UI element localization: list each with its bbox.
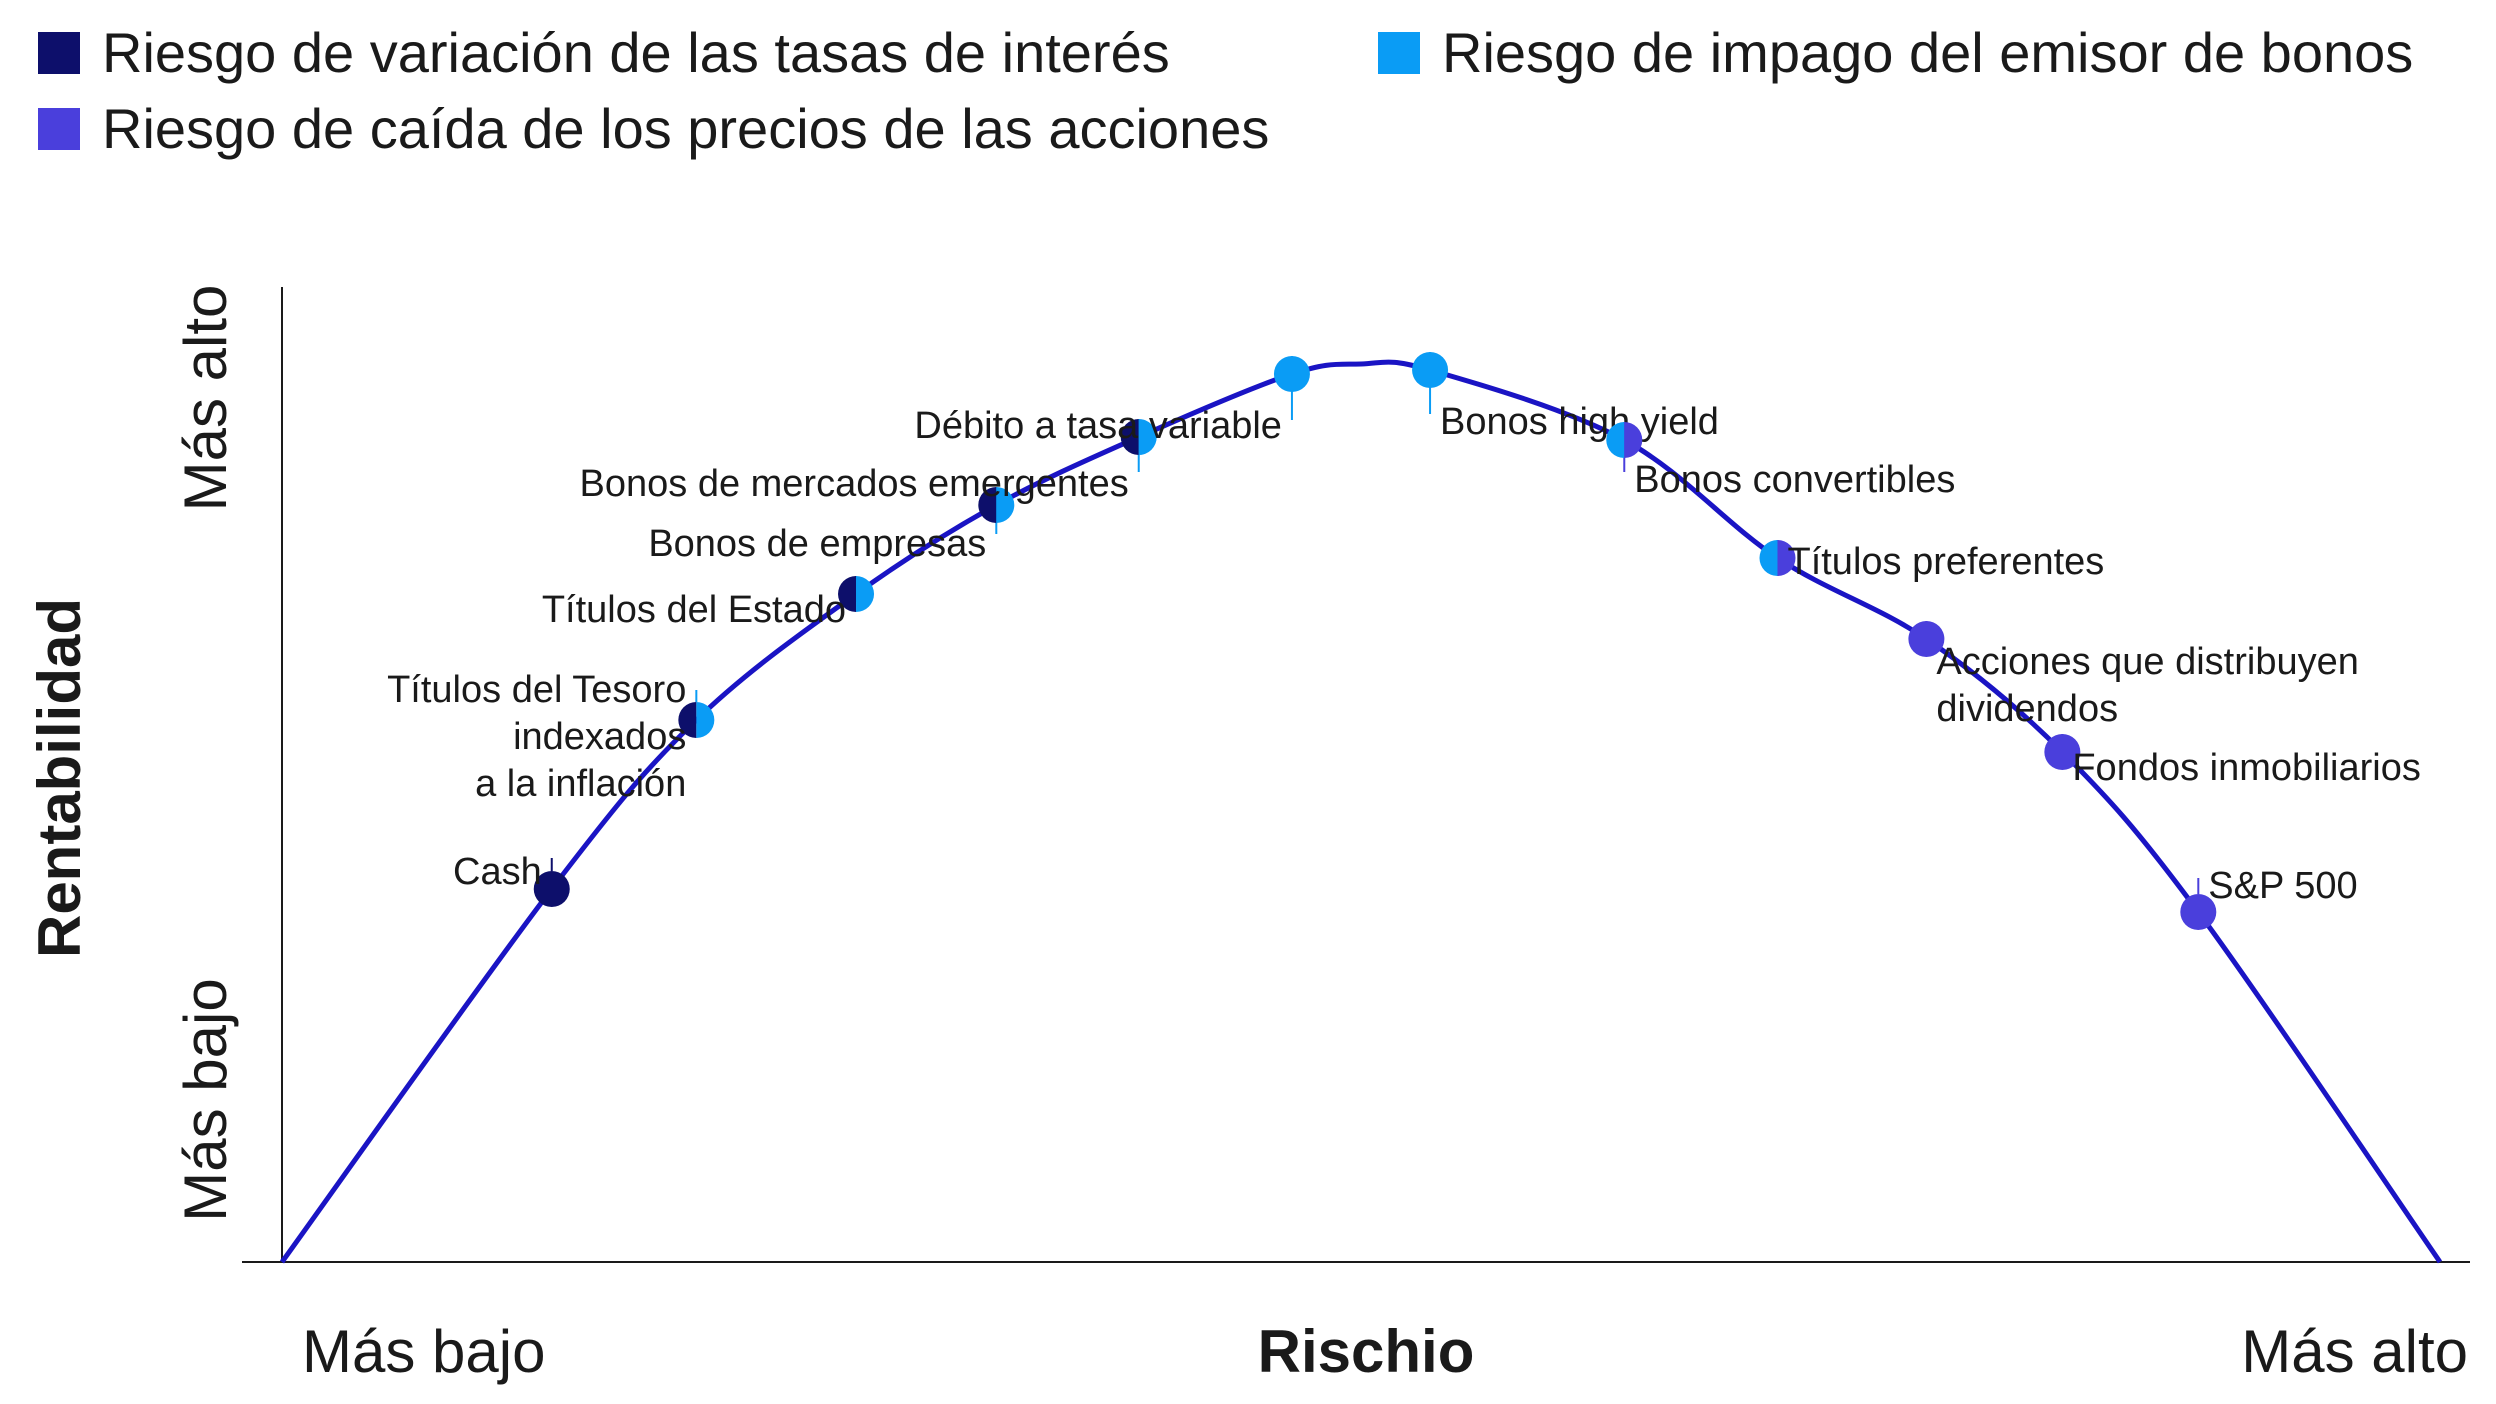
- point-marker-left: [838, 576, 857, 612]
- point-marker-left: [978, 487, 997, 523]
- point-marker: [1273, 356, 1310, 392]
- data-point: Bonos de empresas: [648, 487, 1015, 565]
- point-label: Cash: [453, 851, 542, 893]
- point-marker-left: [1606, 422, 1625, 458]
- point-marker-left: [678, 702, 697, 738]
- x-tick-high: Más alto: [2241, 1318, 2468, 1385]
- point-label: S&P 500: [2208, 865, 2357, 907]
- x-axis-title: Rischio: [1258, 1318, 1475, 1385]
- point-marker-left: [1759, 540, 1778, 576]
- legend-item-equity: Riesgo de caída de los precios de las ac…: [38, 97, 1269, 160]
- y-tick-high: Más alto: [172, 285, 239, 512]
- point-label: Bonos de mercados emergentes: [580, 463, 1129, 505]
- data-point: Títulos del Tesoro indexados a la inflació…: [387, 669, 715, 805]
- x-tick-low: Más bajo: [302, 1318, 545, 1385]
- point-label: Fondos inmobiliarios: [2072, 747, 2421, 789]
- point-marker: [2180, 894, 2217, 930]
- point-label: Títulos preferentes: [1787, 541, 2104, 583]
- legend: Riesgo de variación de las tasas de inte…: [38, 21, 2413, 160]
- point-marker-right: [696, 702, 715, 738]
- legend-label: Riesgo de variación de las tasas de inte…: [102, 21, 1170, 84]
- point-label: Títulos del Tesoro indexados a la inflació…: [387, 669, 686, 805]
- point-label: Bonos high yield: [1440, 401, 1719, 443]
- point-marker: [1908, 621, 1945, 657]
- point-marker-right: [1624, 422, 1643, 458]
- point-marker-right: [856, 576, 875, 612]
- data-point: Fondos inmobiliarios: [2044, 734, 2421, 789]
- point-label: Acciones que distribuyen dividendos: [1936, 641, 2358, 730]
- data-point: Acciones que distribuyen dividendos: [1908, 621, 2359, 730]
- point-label: Bonos de empresas: [648, 523, 986, 565]
- point-marker-right: [1138, 419, 1157, 455]
- legend-label: Riesgo de impago del emisor de bonos: [1442, 21, 2413, 84]
- data-point: Títulos del Estado: [542, 576, 875, 631]
- legend-label: Riesgo de caída de los precios de las ac…: [102, 97, 1269, 160]
- legend-swatch: [1378, 32, 1420, 74]
- data-point: Bonos de mercados emergentes: [580, 419, 1157, 505]
- point-marker: [533, 871, 570, 907]
- y-axis-title: Rentabilidad: [26, 598, 93, 958]
- point-label: Títulos del Estado: [542, 589, 846, 631]
- data-point: S&P 500: [2180, 865, 2358, 930]
- legend-item-rate: Riesgo de variación de las tasas de inte…: [38, 21, 1170, 84]
- data-point: Cash: [453, 851, 570, 907]
- data-point: Débito a tasa variable: [914, 356, 1310, 447]
- point-label: Débito a tasa variable: [914, 405, 1282, 447]
- point-marker: [2044, 734, 2081, 770]
- legend-swatch: [38, 32, 80, 74]
- data-point: Bonos high yield: [1412, 352, 1719, 443]
- point-marker-right: [996, 487, 1015, 523]
- y-tick-low: Más bajo: [172, 978, 239, 1221]
- data-points: Cash Títulos del Tesoro indexados a la infl…: [387, 352, 2421, 930]
- point-label: Bonos convertibles: [1634, 459, 1955, 501]
- data-point: Bonos convertibles: [1606, 422, 1955, 501]
- point-marker-right: [1777, 540, 1796, 576]
- legend-swatch: [38, 108, 80, 150]
- data-point: Títulos preferentes: [1759, 540, 2104, 583]
- legend-item-default: Riesgo de impago del emisor de bonos: [1378, 21, 2413, 84]
- point-marker: [1412, 352, 1449, 388]
- point-marker-left: [1120, 419, 1139, 455]
